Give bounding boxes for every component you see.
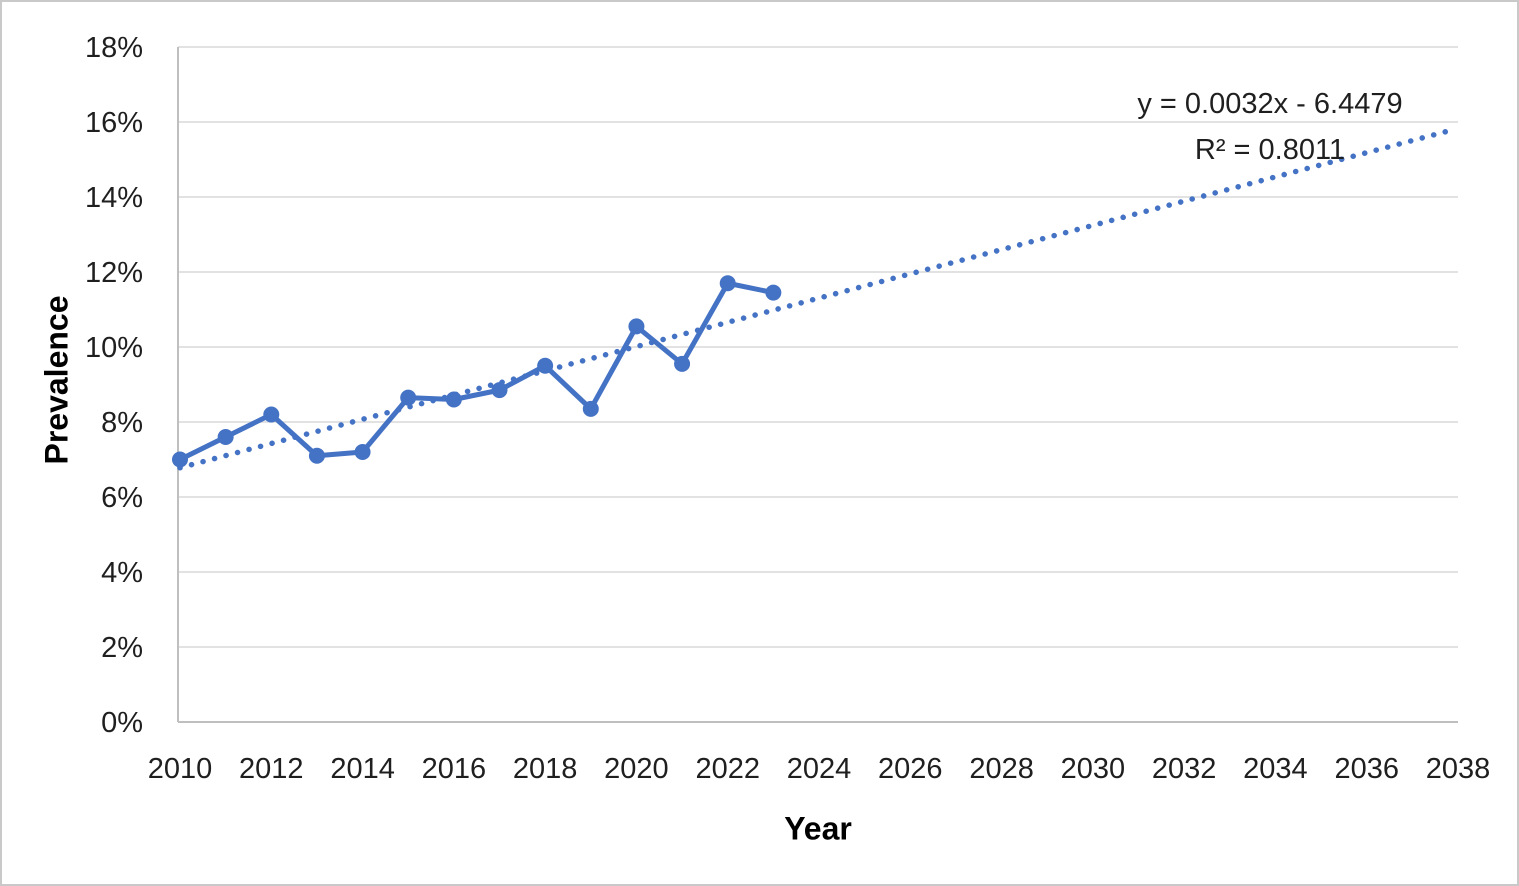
y-tick-label: 0% (101, 707, 143, 739)
data-point (765, 284, 782, 301)
x-tick-label: 2036 (1334, 753, 1399, 785)
x-tick-label: 2038 (1426, 753, 1491, 785)
data-point (628, 318, 645, 335)
y-tick-label: 2% (101, 632, 143, 664)
y-tick-label: 16% (85, 107, 143, 139)
data-point (491, 382, 508, 399)
data-point (308, 447, 325, 464)
data-point (263, 406, 280, 423)
x-tick-label: 2022 (695, 753, 760, 785)
x-tick-label: 2026 (878, 753, 943, 785)
y-tick-label: 6% (101, 482, 143, 514)
y-tick-label: 18% (85, 32, 143, 64)
x-tick-label: 2034 (1243, 753, 1308, 785)
x-tick-label: 2032 (1152, 753, 1217, 785)
y-axis-title: Prevalence (38, 295, 75, 465)
data-point (217, 429, 234, 445)
y-tick-label: 10% (85, 332, 143, 364)
y-tick-label: 4% (101, 557, 143, 589)
data-point (719, 275, 736, 292)
x-axis-title: Year (784, 810, 852, 847)
data-point (172, 451, 188, 468)
trendline-equation: y = 0.0032x - 6.4479 (1137, 88, 1403, 120)
x-tick-label: 2018 (513, 753, 578, 785)
y-tick-label: 14% (85, 182, 143, 214)
data-point (354, 444, 371, 460)
data-point (445, 391, 462, 408)
data-point (674, 355, 691, 372)
series-line (177, 280, 776, 462)
data-point (582, 400, 599, 417)
x-tick-label: 2028 (969, 753, 1034, 785)
data-point (537, 357, 554, 374)
y-tick-label: 8% (101, 407, 143, 439)
trendline (177, 127, 1454, 471)
data-point (400, 389, 417, 406)
x-tick-label: 2014 (330, 753, 395, 785)
x-tick-label: 2030 (1061, 753, 1126, 785)
trendline-label: y = 0.0032x - 6.4479 R² = 0.8011 (1060, 81, 1480, 173)
y-tick-label: 12% (85, 257, 143, 289)
x-tick-label: 2024 (787, 753, 852, 785)
trendline-r-squared: R² = 0.8011 (1194, 134, 1346, 166)
x-tick-label: 2016 (422, 753, 487, 785)
x-tick-label: 2010 (148, 753, 213, 785)
x-tick-label: 2012 (239, 753, 304, 785)
x-tick-label: 2020 (604, 753, 669, 785)
